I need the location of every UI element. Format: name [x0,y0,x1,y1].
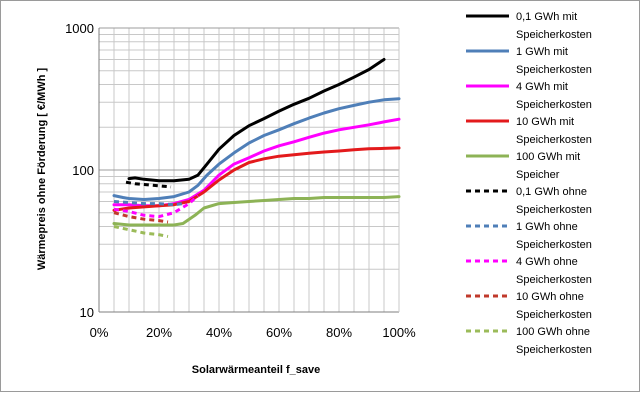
x-tick-label: 100% [382,325,416,340]
legend-label: 10 GWh ohne [516,291,584,303]
legend-label-continued: Speicherkosten [516,309,592,321]
series-line [112,146,401,212]
legend: 0,1 GWh mit Speicherkosten 1 GWh mit Speich… [466,11,592,356]
series-line [113,200,184,207]
legend-label-continued: Speicherkosten [516,29,592,41]
x-tick-label: 80% [326,325,352,340]
series-line [112,195,401,227]
legend-label-continued: Speicher [516,169,560,181]
legend-label-continued: Speicherkosten [516,204,592,216]
legend-label-continued: Speicherkosten [516,239,592,251]
series-line [127,58,386,183]
x-tick-label: 40% [206,325,232,340]
series-line [112,97,401,201]
grid [99,27,399,312]
series-line [113,194,199,219]
series-line [113,225,169,238]
series-line [125,180,172,189]
legend-label: 4 GWh mit [516,81,568,93]
legend-label-continued: Speicherkosten [516,99,592,111]
tick-labels: 0% 20% 40% 60% 80% 100% 10 100 1000 [65,21,416,340]
legend-label-continued: Speicherkosten [516,134,592,146]
series-lines [112,58,401,238]
legend-label: 100 GWh ohne [516,326,590,338]
series-line [113,211,169,224]
x-tick-label: 60% [266,325,292,340]
y-axis-title: Wärmepreis ohne Förderung [ €/MWh ] [36,68,48,271]
legend-label-continued: Speicherkosten [516,274,592,286]
x-tick-label: 20% [146,325,172,340]
y-tick-label: 100 [72,163,94,178]
legend-label: 0,1 GWh mit [516,11,577,23]
legend-label: 0,1 GWh ohne [516,186,587,198]
legend-label: 4 GWh ohne [516,256,578,268]
x-tick-label: 0% [90,325,109,340]
x-axis-title: Solarwärmeanteil f_save [192,364,320,376]
y-tick-label: 10 [80,305,94,320]
legend-label: 100 GWh mit [516,151,580,163]
axes [98,28,400,313]
legend-label-continued: Speicherkosten [516,344,592,356]
legend-label: 1 GWh ohne [516,221,578,233]
y-tick-label: 1000 [65,21,94,36]
legend-label: 10 GWh mit [516,116,574,128]
legend-label: 1 GWh mit [516,46,568,58]
legend-label-continued: Speicherkosten [516,64,592,76]
